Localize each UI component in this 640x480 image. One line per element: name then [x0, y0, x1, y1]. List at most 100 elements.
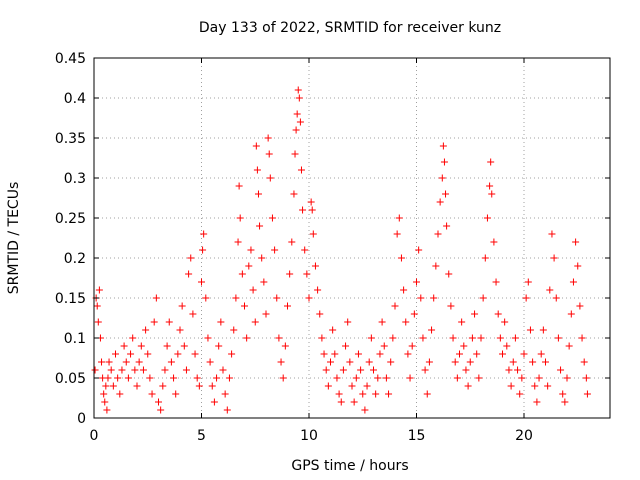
data-point — [415, 246, 423, 254]
data-point — [303, 270, 311, 278]
data-point — [253, 166, 261, 174]
data-point — [453, 374, 461, 382]
y-tick-label: 0.05 — [55, 371, 86, 387]
data-point — [178, 302, 186, 310]
data-point — [152, 294, 160, 302]
data-point — [526, 326, 534, 334]
data-point — [494, 310, 502, 318]
data-point — [337, 398, 345, 406]
data-point — [265, 150, 273, 158]
data-point — [264, 134, 272, 142]
data-point — [200, 230, 208, 238]
data-point — [215, 342, 223, 350]
data-point — [301, 246, 309, 254]
data-points — [91, 86, 591, 414]
data-point — [232, 294, 240, 302]
data-point — [372, 390, 380, 398]
data-point — [254, 190, 262, 198]
data-point — [309, 230, 317, 238]
data-point — [374, 374, 382, 382]
data-point — [292, 126, 300, 134]
x-tick-labels: 0 5 10 15 20 — [90, 428, 533, 444]
data-point — [404, 350, 412, 358]
data-point — [234, 238, 242, 246]
data-point — [288, 238, 296, 246]
data-point — [251, 318, 259, 326]
data-point — [266, 174, 274, 182]
y-tick-label: 0.4 — [64, 91, 86, 107]
data-point — [161, 366, 169, 374]
data-point — [511, 334, 519, 342]
data-point — [578, 334, 586, 342]
data-point — [191, 350, 199, 358]
data-point — [406, 374, 414, 382]
data-point — [247, 246, 255, 254]
grid-lines — [94, 58, 610, 418]
data-point — [569, 278, 577, 286]
data-point — [533, 398, 541, 406]
data-point — [290, 190, 298, 198]
data-point — [531, 382, 539, 390]
data-point — [228, 350, 236, 358]
data-point — [425, 358, 433, 366]
data-point — [378, 318, 386, 326]
data-point — [410, 310, 418, 318]
y-tick-label: 0.3 — [64, 171, 86, 187]
data-point — [408, 342, 416, 350]
data-point — [419, 334, 427, 342]
data-point — [546, 286, 554, 294]
data-point — [548, 230, 556, 238]
data-point — [182, 366, 190, 374]
data-point — [483, 214, 491, 222]
data-point — [202, 294, 210, 302]
data-point — [574, 262, 582, 270]
data-point — [365, 358, 373, 366]
data-point — [481, 254, 489, 262]
data-point — [129, 334, 137, 342]
data-point — [139, 366, 147, 374]
data-point — [219, 366, 227, 374]
chart-title: Day 133 of 2022, SRMTID for receiver kun… — [199, 20, 501, 36]
data-point — [350, 398, 358, 406]
x-tick-label: 0 — [90, 428, 99, 444]
data-point — [582, 374, 590, 382]
data-point — [204, 334, 212, 342]
data-point — [249, 286, 257, 294]
data-point — [333, 374, 341, 382]
data-point — [391, 302, 399, 310]
data-point — [456, 350, 463, 358]
data-point — [252, 142, 260, 150]
data-point — [124, 374, 132, 382]
data-point — [430, 294, 438, 302]
data-point — [144, 350, 152, 358]
data-point — [479, 294, 487, 302]
data-point — [174, 350, 182, 358]
data-point — [235, 182, 243, 190]
data-point — [135, 358, 143, 366]
data-point — [442, 190, 450, 198]
data-point — [509, 358, 517, 366]
data-point — [475, 374, 483, 382]
data-point — [206, 358, 214, 366]
data-point — [322, 366, 330, 374]
data-point — [471, 310, 479, 318]
data-point — [268, 214, 276, 222]
data-point — [544, 382, 552, 390]
y-tick-label: 0.35 — [55, 131, 86, 147]
data-point — [155, 398, 162, 406]
data-point — [563, 374, 571, 382]
y-tick-label: 0.1 — [64, 331, 86, 347]
data-point — [357, 366, 365, 374]
data-point — [295, 94, 303, 102]
data-point — [193, 374, 201, 382]
data-point — [176, 326, 184, 334]
data-point — [170, 374, 178, 382]
x-tick-label: 20 — [515, 428, 533, 444]
data-point — [370, 366, 377, 374]
data-point — [490, 238, 498, 246]
data-point — [486, 182, 494, 190]
data-point — [311, 262, 319, 270]
data-point — [148, 390, 156, 398]
data-point — [172, 390, 180, 398]
